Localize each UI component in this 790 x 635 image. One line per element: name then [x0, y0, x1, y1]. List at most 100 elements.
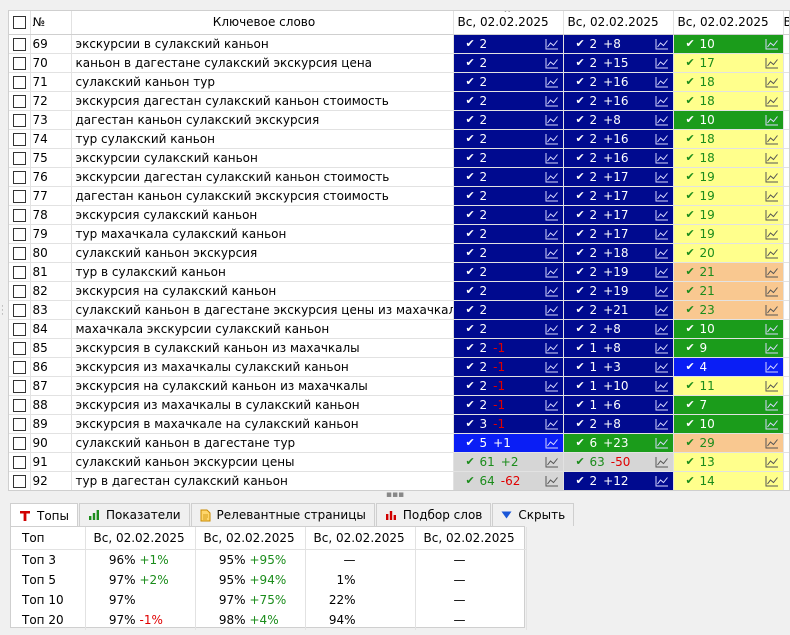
position-cell[interactable]: [783, 357, 789, 377]
table-row[interactable]: 89 экскурсия в махачкале на сулакский кан…: [9, 414, 789, 434]
hide-panel-button[interactable]: Скрыть: [492, 503, 575, 526]
position-cell[interactable]: ✔ 2: [453, 91, 564, 111]
row-checkbox[interactable]: [9, 205, 31, 225]
table-row[interactable]: 80 сулакский каньон экскурсия ✔ 2 ✔ 2 +18 ✔ 20: [9, 243, 789, 263]
row-checkbox[interactable]: [9, 129, 31, 149]
position-cell[interactable]: ✔ 2: [453, 148, 564, 168]
position-cell[interactable]: ✔ 2 +16: [563, 91, 674, 111]
row-checkbox[interactable]: [9, 357, 31, 377]
row-checkbox[interactable]: [9, 300, 31, 320]
position-cell[interactable]: ✔ 9: [673, 338, 784, 358]
trend-chart-icon[interactable]: [765, 171, 779, 183]
position-cell[interactable]: ✔ 2 +8: [563, 110, 674, 130]
keyword-cell[interactable]: тур в дагестан сулакский каньон: [71, 471, 454, 490]
row-checkbox[interactable]: [9, 110, 31, 130]
position-cell[interactable]: ✔ 19: [673, 224, 784, 244]
position-cell[interactable]: ✔ 13: [673, 452, 784, 472]
tab-tops[interactable]: Топы: [10, 503, 78, 527]
table-row[interactable]: 71 сулакский каньон тур ✔ 2 ✔ 2 +16 ✔ 18: [9, 72, 789, 92]
keyword-cell[interactable]: тур махачкала сулакский каньон: [71, 224, 454, 244]
row-checkbox[interactable]: [9, 148, 31, 168]
position-cell[interactable]: ✔ 2: [453, 300, 564, 320]
trend-chart-icon[interactable]: [765, 323, 779, 335]
position-cell[interactable]: ✔ 2: [453, 224, 564, 244]
trend-chart-icon[interactable]: [545, 456, 559, 468]
position-cell[interactable]: [783, 167, 789, 187]
trend-chart-icon[interactable]: [765, 361, 779, 373]
select-all-checkbox[interactable]: [9, 11, 31, 35]
trend-chart-icon[interactable]: [545, 247, 559, 259]
position-cell[interactable]: [783, 281, 789, 301]
position-cell[interactable]: ✔ 18: [673, 129, 784, 149]
trend-chart-icon[interactable]: [545, 361, 559, 373]
column-header-keyword[interactable]: Ключевое слово: [71, 11, 454, 35]
position-cell[interactable]: [783, 395, 789, 415]
trend-chart-icon[interactable]: [765, 247, 779, 259]
trend-chart-icon[interactable]: [765, 475, 779, 487]
position-cell[interactable]: ✔ 2: [453, 72, 564, 92]
trend-chart-icon[interactable]: [655, 437, 669, 449]
position-cell[interactable]: ✔ 2: [453, 53, 564, 73]
position-cell[interactable]: ✔ 2: [453, 243, 564, 263]
position-cell[interactable]: ✔ 21: [673, 281, 784, 301]
table-row[interactable]: 74 тур сулакский каньон ✔ 2 ✔ 2 +16 ✔ 18: [9, 129, 789, 149]
table-row[interactable]: 90 сулакский каньон в дагестане тур ✔ 5 +1 ✔ 6…: [9, 433, 789, 453]
trend-chart-icon[interactable]: [655, 399, 669, 411]
position-cell[interactable]: ✔ 2: [453, 205, 564, 225]
position-cell[interactable]: ✔ 18: [673, 148, 784, 168]
position-cell[interactable]: ✔ 14: [673, 471, 784, 490]
tab-word-selection[interactable]: Подбор слов: [375, 503, 492, 526]
column-header-top[interactable]: Топ: [11, 527, 86, 550]
trend-chart-icon[interactable]: [765, 456, 779, 468]
position-cell[interactable]: ✔ 10: [673, 110, 784, 130]
position-cell[interactable]: ✔ 2 -1: [453, 357, 564, 377]
position-cell[interactable]: ✔ 2 +8: [563, 34, 674, 54]
position-cell[interactable]: [783, 53, 789, 73]
trend-chart-icon[interactable]: [545, 114, 559, 126]
trend-chart-icon[interactable]: [765, 133, 779, 145]
trend-chart-icon[interactable]: [545, 285, 559, 297]
trend-chart-icon[interactable]: [655, 133, 669, 145]
position-cell[interactable]: ✔ 2: [453, 167, 564, 187]
table-row[interactable]: 69 экскурсии в сулакский каньон ✔ 2 ✔ 2 +8 ✔ 10: [9, 34, 789, 54]
position-cell[interactable]: ✔ 2: [453, 281, 564, 301]
position-cell[interactable]: ✔ 2: [453, 262, 564, 282]
trend-chart-icon[interactable]: [545, 380, 559, 392]
keyword-cell[interactable]: экскурсия в сулакский каньон из махачкал…: [71, 338, 454, 358]
trend-chart-icon[interactable]: [655, 171, 669, 183]
table-row[interactable]: 79 тур махачкала сулакский каньон ✔ 2 ✔ 2 +17 ✔…: [9, 224, 789, 244]
position-cell[interactable]: [783, 262, 789, 282]
keyword-cell[interactable]: экскурсия на сулакский каньон: [71, 281, 454, 301]
position-cell[interactable]: ✔ 2 -1: [453, 395, 564, 415]
keyword-cell[interactable]: дагестан каньон сулакский экскурсия стои…: [71, 186, 454, 206]
keyword-cell[interactable]: экскурсия дагестан сулакский каньон стои…: [71, 91, 454, 111]
trend-chart-icon[interactable]: [545, 38, 559, 50]
keyword-cell[interactable]: экскурсия в махачкале на сулакский каньо…: [71, 414, 454, 434]
position-cell[interactable]: ✔ 10: [673, 319, 784, 339]
table-row[interactable]: 70 каньон в дагестане сулакский экскурсия…: [9, 53, 789, 73]
position-cell[interactable]: ✔ 2 +17: [563, 167, 674, 187]
keyword-cell[interactable]: тур в сулакский каньон: [71, 262, 454, 282]
row-checkbox[interactable]: [9, 338, 31, 358]
keyword-cell[interactable]: каньон в дагестане сулакский экскурсия ц…: [71, 53, 454, 73]
keyword-cell[interactable]: экскурсии сулакский каньон: [71, 148, 454, 168]
trend-chart-icon[interactable]: [655, 190, 669, 202]
keyword-cell[interactable]: тур сулакский каньон: [71, 129, 454, 149]
trend-chart-icon[interactable]: [545, 228, 559, 240]
position-cell[interactable]: ✔ 61 +2: [453, 452, 564, 472]
table-row[interactable]: 88 экскурсия из махачкалы в сулакский кан…: [9, 395, 789, 415]
position-cell[interactable]: ✔ 2 -1: [453, 376, 564, 396]
position-cell[interactable]: ✔ 17: [673, 53, 784, 73]
tab-indicators[interactable]: Показатели: [79, 503, 190, 526]
position-cell[interactable]: [783, 205, 789, 225]
position-cell[interactable]: ✔ 2 +12: [563, 471, 674, 490]
position-cell[interactable]: ✔ 1 +8: [563, 338, 674, 358]
row-checkbox[interactable]: [9, 167, 31, 187]
position-cell[interactable]: [783, 224, 789, 244]
keyword-cell[interactable]: дагестан каньон сулакский экскурсия: [71, 110, 454, 130]
panel-splitter[interactable]: ▪▪▪: [385, 490, 405, 500]
position-cell[interactable]: ✔ 6 +23: [563, 433, 674, 453]
keyword-cell[interactable]: сулакский каньон тур: [71, 72, 454, 92]
position-cell[interactable]: ✔ 21: [673, 262, 784, 282]
trend-chart-icon[interactable]: [765, 285, 779, 297]
